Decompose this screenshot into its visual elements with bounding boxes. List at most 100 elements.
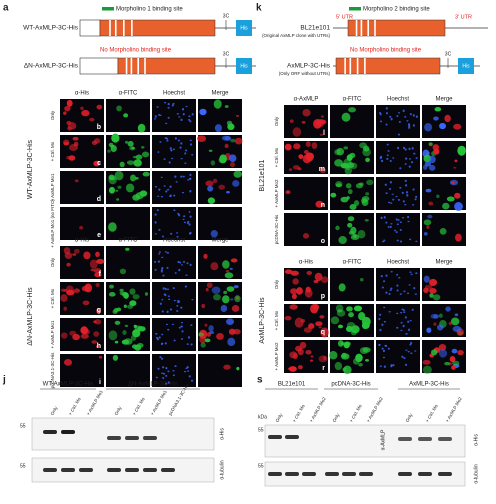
cell [207, 185, 214, 192]
column-header: α-His [299, 260, 313, 266]
kda-marker: 55 [258, 427, 264, 433]
cell [400, 329, 403, 332]
band [398, 472, 412, 476]
cell [415, 157, 418, 159]
cell [449, 356, 456, 363]
cell [226, 120, 233, 126]
cell [154, 261, 157, 263]
cell [221, 295, 230, 304]
cell [230, 298, 234, 301]
cell [111, 177, 116, 181]
row-label: Only [274, 116, 279, 126]
cell [438, 344, 447, 351]
lane-label: + Ctrl. Mo [68, 396, 82, 416]
cell [351, 325, 360, 334]
lane-label: + AxMLP Mo1 [150, 389, 169, 416]
cell [186, 262, 189, 265]
micrograph [422, 268, 466, 301]
cell [220, 304, 228, 313]
cell [390, 202, 393, 204]
cell [383, 306, 386, 309]
antibody-label: α-tubulin [473, 464, 479, 484]
cell [320, 327, 329, 338]
cell [94, 138, 101, 144]
cell [364, 358, 370, 362]
cell [177, 260, 180, 264]
cell [293, 143, 301, 150]
cell [390, 223, 393, 225]
cell [125, 247, 130, 251]
cell [302, 233, 310, 239]
cell [216, 332, 224, 340]
construct-name: ΔN-AxMLP-3C-His [24, 63, 79, 70]
cell [454, 313, 459, 317]
band [438, 437, 452, 441]
his-box [236, 58, 252, 74]
cell [385, 274, 388, 277]
cell [161, 372, 164, 374]
cell [363, 145, 370, 152]
cell [444, 361, 450, 366]
cell [178, 213, 181, 217]
row-letter: n [321, 202, 325, 209]
cell [160, 269, 163, 272]
cell [310, 304, 319, 314]
cell [186, 221, 189, 225]
cell [385, 221, 388, 224]
cell [129, 300, 137, 307]
cell [454, 202, 463, 211]
micrograph [106, 246, 150, 279]
cell [159, 356, 162, 359]
cell [444, 114, 451, 123]
band [359, 472, 373, 476]
his-box [236, 20, 252, 36]
cell [127, 304, 134, 309]
cell [224, 136, 232, 141]
micrograph [376, 105, 420, 138]
cell [412, 204, 415, 206]
cell [335, 183, 343, 188]
row-label: + Ctrl. Mo [50, 288, 55, 308]
cell [123, 338, 133, 345]
cell [67, 122, 77, 130]
cell [167, 381, 170, 384]
cell [362, 326, 368, 329]
row-letter: e [97, 232, 101, 239]
cell [182, 218, 185, 221]
cell [63, 306, 67, 311]
cell [319, 315, 325, 319]
cell [305, 286, 311, 293]
cell [188, 211, 191, 213]
micrograph [422, 105, 466, 138]
cell [453, 166, 457, 169]
micrograph [60, 171, 104, 204]
cell [93, 160, 101, 167]
cell [130, 174, 137, 182]
cell [348, 230, 355, 235]
cell [174, 175, 177, 178]
cell [172, 369, 175, 372]
cell [233, 170, 242, 178]
cell [95, 282, 100, 288]
cell [123, 304, 127, 309]
cell [178, 116, 181, 118]
cell [180, 157, 183, 160]
row-letter: c [97, 160, 101, 167]
cell [406, 292, 410, 295]
cell [409, 238, 412, 241]
cell [207, 197, 216, 204]
cell [226, 286, 235, 292]
cell [180, 326, 184, 328]
lane-label: Only [275, 412, 284, 423]
row-letter: m [319, 166, 325, 173]
cell [385, 112, 389, 115]
tag-his: His [462, 63, 470, 69]
cell [385, 291, 388, 294]
column-header: Merge [211, 91, 229, 97]
cell [208, 325, 214, 332]
cell [423, 164, 428, 170]
cell [347, 189, 353, 195]
cell [340, 162, 349, 169]
cell [398, 276, 401, 279]
